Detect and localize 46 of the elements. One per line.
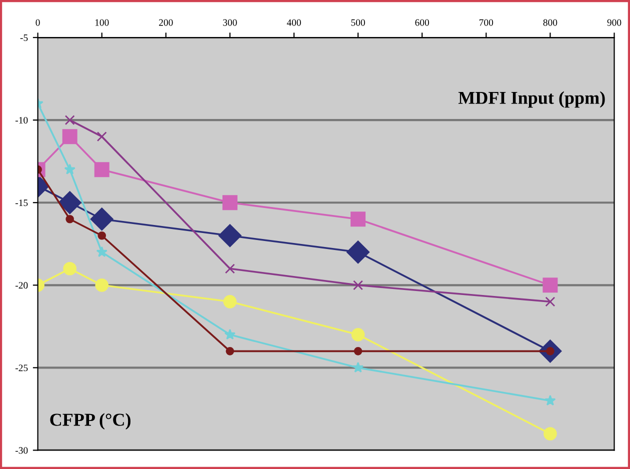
point bbox=[64, 115, 75, 126]
y-tick-label: -25 bbox=[15, 364, 28, 372]
y-tick-label: -5 bbox=[20, 34, 28, 41]
point bbox=[226, 347, 234, 356]
point bbox=[352, 362, 364, 373]
point bbox=[96, 132, 107, 142]
point bbox=[58, 191, 82, 214]
x-tick-label: 600 bbox=[415, 19, 430, 26]
point bbox=[223, 294, 237, 308]
y-axis-title: CFPP (°C) bbox=[50, 413, 130, 430]
x-tick-label: 400 bbox=[286, 19, 301, 26]
point bbox=[94, 162, 110, 178]
x-tick-label: 800 bbox=[543, 19, 558, 26]
point bbox=[95, 278, 109, 292]
x-tick-label: 300 bbox=[223, 19, 237, 26]
point bbox=[545, 296, 556, 307]
point bbox=[96, 246, 108, 257]
y-tick-label: -20 bbox=[15, 282, 28, 289]
point bbox=[62, 129, 78, 144]
point bbox=[63, 262, 76, 276]
y-tick-label: -30 bbox=[15, 447, 28, 454]
point bbox=[218, 224, 242, 248]
point bbox=[351, 328, 365, 342]
x-tick-label: 500 bbox=[351, 19, 365, 26]
y-tick-label: -10 bbox=[15, 116, 28, 124]
point bbox=[350, 212, 366, 227]
x-tick-label: 900 bbox=[607, 19, 622, 26]
point bbox=[353, 280, 364, 290]
y-tick-label: -15 bbox=[15, 200, 28, 206]
x-axis-title: MDFI Input (ppm) bbox=[458, 91, 605, 108]
point bbox=[64, 164, 76, 174]
point bbox=[542, 278, 558, 293]
point bbox=[544, 394, 556, 406]
point bbox=[66, 214, 74, 224]
point bbox=[224, 264, 235, 274]
point bbox=[544, 427, 557, 440]
point bbox=[222, 195, 238, 210]
point bbox=[224, 328, 236, 340]
point bbox=[90, 208, 114, 231]
point bbox=[354, 347, 362, 356]
point bbox=[346, 240, 370, 264]
x-tick-label: 200 bbox=[159, 19, 173, 26]
x-tick-label: 0 bbox=[36, 19, 40, 26]
x-tick-label: 100 bbox=[95, 19, 109, 26]
x-tick-label: 700 bbox=[480, 19, 494, 26]
point bbox=[98, 231, 106, 240]
